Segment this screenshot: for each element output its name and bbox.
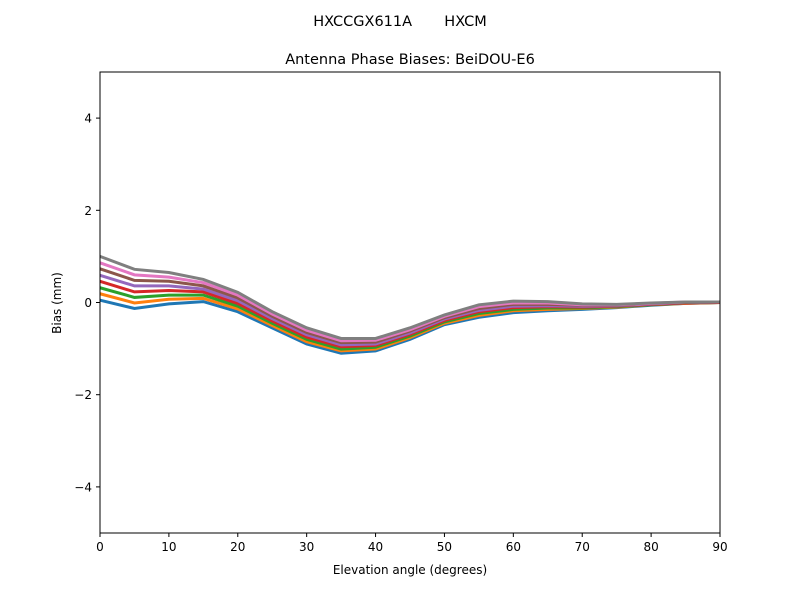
x-tick-label: 60 <box>506 540 521 554</box>
x-axis: 0 10 20 30 40 50 60 70 80 90 <box>96 533 728 554</box>
suptitle: HXCCGX611A HXCM <box>313 14 486 30</box>
y-tick-label: 2 <box>84 204 92 218</box>
x-tick-label: 40 <box>368 540 383 554</box>
y-tick-label: −2 <box>74 388 92 402</box>
series-line-7 <box>99 254 720 340</box>
y-axis-label: Bias (mm) <box>50 272 64 334</box>
x-tick-label: 30 <box>299 540 314 554</box>
y-tick-label: 4 <box>84 112 92 126</box>
chart-title: Antenna Phase Biases: BeiDOU-E6 <box>285 52 535 68</box>
x-tick-label: 50 <box>437 540 452 554</box>
y-tick-label: 0 <box>84 296 92 310</box>
x-tick-label: 70 <box>575 540 590 554</box>
x-tick-label: 10 <box>161 540 176 554</box>
y-axis: −4 −2 0 2 4 <box>74 112 100 494</box>
x-tick-label: 80 <box>643 540 658 554</box>
y-tick-label: −4 <box>74 480 92 494</box>
x-tick-label: 0 <box>96 540 104 554</box>
series-lines <box>99 254 721 355</box>
x-axis-label: Elevation angle (degrees) <box>333 563 487 577</box>
x-tick-label: 90 <box>712 540 727 554</box>
x-tick-label: 20 <box>230 540 245 554</box>
